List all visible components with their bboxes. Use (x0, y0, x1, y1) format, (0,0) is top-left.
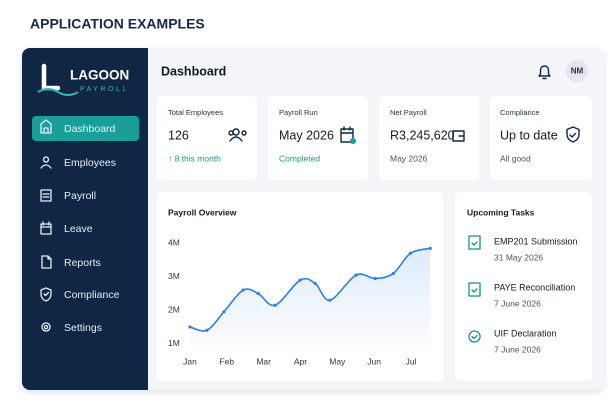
icon-dashboard (40, 119, 52, 134)
logo-name: LAGOON (70, 68, 129, 83)
icon-compliance (40, 287, 52, 302)
nav-active-bg[interactable] (32, 116, 139, 141)
nav-item[interactable]: Compliance (64, 289, 120, 301)
icon-payroll (40, 189, 52, 202)
logo: LAGOON PAYROLL (37, 63, 129, 96)
nav-item[interactable]: Settings (64, 322, 102, 334)
task-icon (468, 282, 481, 297)
task-icon (468, 330, 481, 343)
line (189, 247, 431, 332)
point (188, 325, 192, 329)
card-value: 126 (168, 128, 189, 142)
tasks-panel (455, 192, 592, 381)
nav-item[interactable]: Leave (64, 223, 93, 235)
card (268, 96, 368, 180)
point (273, 303, 277, 307)
page-heading: APPLICATION EXAMPLES (30, 16, 205, 32)
card-value: May 2026 (279, 128, 334, 142)
chart: 1M 2M 3M 4M Jan Feb Mar Apr May Jun Jul (168, 238, 432, 366)
card (157, 96, 257, 180)
card-label: Payroll Run (279, 108, 318, 117)
x-tick-label: Jun (367, 356, 381, 366)
task-icon (468, 235, 481, 250)
point (408, 251, 412, 255)
task-date: 7 June 2026 (494, 298, 541, 308)
card (490, 96, 592, 180)
x-tick-label: Apr (294, 356, 307, 366)
icon-employees (40, 156, 52, 169)
icon-wallet (452, 130, 465, 142)
card-label: Compliance (500, 108, 540, 117)
nav-item[interactable]: Reports (64, 257, 101, 269)
point (354, 273, 358, 277)
point (428, 246, 432, 250)
x-tick-label: Jul (406, 356, 417, 366)
card-label: Total Employees (168, 108, 223, 117)
task-title: EMP201 Submission (494, 236, 578, 246)
area (189, 248, 431, 352)
y-tick-label: 1M (168, 338, 180, 348)
nav-icons (40, 119, 52, 332)
icon-employees (228, 128, 247, 142)
x-tick-label: Jan (183, 356, 197, 366)
card-note: Completed (279, 153, 320, 163)
logo-mark (41, 63, 61, 91)
sidebar (22, 48, 148, 390)
y-tick-label: 3M (168, 271, 180, 281)
point (205, 328, 209, 332)
icon-check (350, 138, 356, 144)
x-tick-label: Feb (219, 356, 234, 366)
point (391, 271, 395, 276)
point (373, 276, 377, 281)
stat-cards: Total Employees 126 ↑ 8 this month Payro… (157, 96, 592, 180)
nav-item[interactable]: Payroll (64, 190, 96, 202)
x-tick-label: May (329, 356, 346, 366)
task-title: PAYE Reconciliation (494, 282, 575, 292)
point (222, 310, 226, 314)
chart-title: Payroll Overview (168, 207, 237, 217)
tasks-title: Upcoming Tasks (467, 207, 535, 217)
icon-leave (40, 221, 52, 235)
card-label: Net Payroll (390, 108, 427, 117)
point (298, 278, 302, 282)
logo-sub: PAYROLL (80, 86, 129, 93)
y-tick-label: 2M (168, 304, 180, 314)
card-note: ↑ 8 this month (168, 153, 221, 163)
card-note: May 2026 (390, 153, 428, 163)
card-value: R3,245,620 (390, 128, 455, 142)
card-note: All good (500, 153, 531, 163)
notification-bell[interactable] (538, 65, 551, 80)
nav-item[interactable]: Employees (64, 157, 116, 169)
x-tick-label: Mar (256, 356, 271, 366)
icon-reports (41, 255, 52, 269)
y-tick-label: 4M (168, 238, 180, 248)
card-value: Up to date (500, 128, 558, 142)
nav-item[interactable]: Dashboard (64, 123, 116, 135)
point (328, 298, 332, 302)
task-date: 7 June 2026 (494, 344, 541, 354)
avatar[interactable] (566, 60, 588, 82)
logo-wave (37, 88, 79, 96)
icon-shield (566, 126, 580, 143)
card (379, 96, 479, 180)
icon-settings (41, 322, 51, 332)
point (241, 288, 245, 292)
task-date: 31 May 2026 (494, 252, 543, 262)
avatar-initials: NM (571, 67, 584, 76)
point (313, 281, 317, 286)
task-title: UIF Declaration (494, 328, 557, 338)
page-title: Dashboard (161, 64, 226, 78)
point (256, 291, 260, 296)
